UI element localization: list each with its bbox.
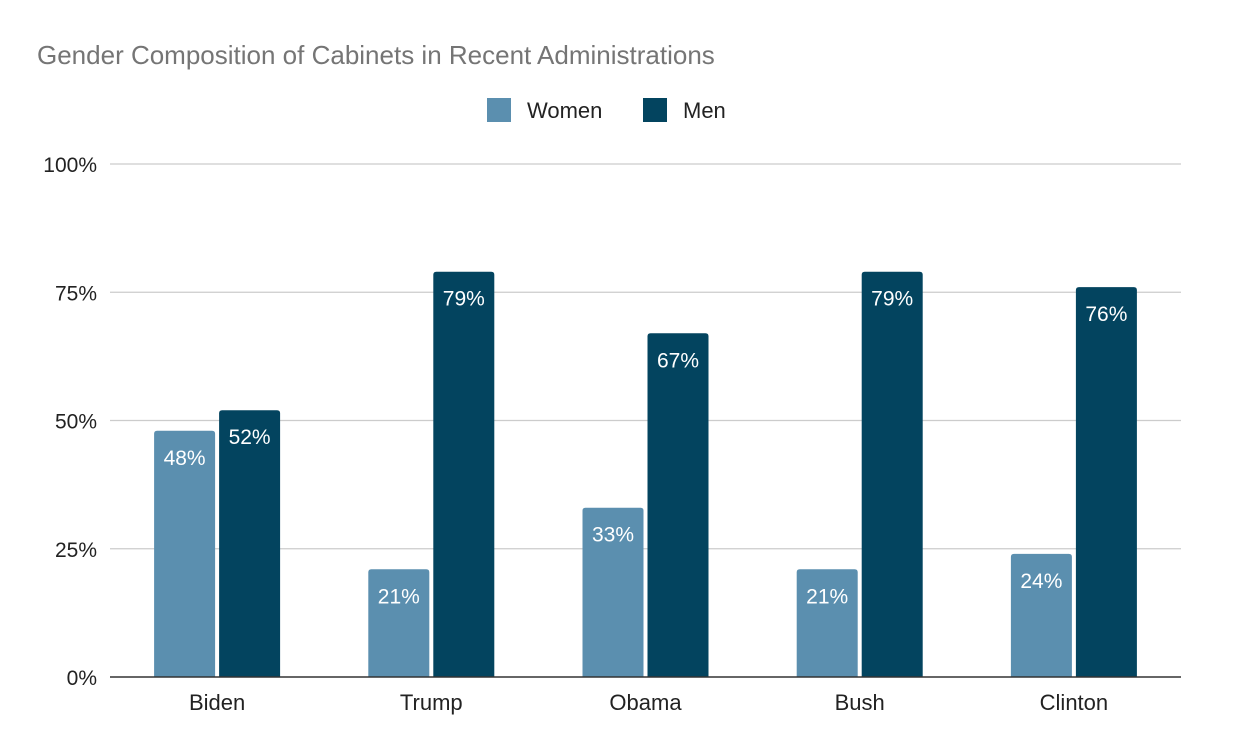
y-tick-label: 100% xyxy=(43,154,97,177)
data-label: 67% xyxy=(657,349,699,372)
bar-women-obama xyxy=(582,507,644,677)
data-label: 48% xyxy=(164,447,206,470)
data-label: 52% xyxy=(229,426,271,449)
y-tick-label: 75% xyxy=(55,282,97,305)
legend-label-men: Men xyxy=(683,98,726,123)
x-category-label: Obama xyxy=(609,690,682,715)
y-tick-label: 25% xyxy=(55,539,97,562)
y-tick-label: 50% xyxy=(55,411,97,434)
bar-men-obama xyxy=(647,333,709,677)
bar-men-clinton xyxy=(1075,287,1137,677)
x-category-label: Trump xyxy=(400,690,463,715)
data-label: 21% xyxy=(378,585,420,608)
y-axis-ticks: 0% 25% 50% 75% 100% xyxy=(43,154,97,690)
y-tick-label: 0% xyxy=(67,667,97,690)
legend-label-women: Women xyxy=(527,98,602,123)
x-category-label: Bush xyxy=(835,690,885,715)
chart-title: Gender Composition of Cabinets in Recent… xyxy=(37,40,715,70)
legend-swatch-men xyxy=(643,98,667,122)
data-labels: 48% 52% 21% 79% 33% 67% 21% 79% 24% 76% xyxy=(164,288,1128,609)
legend-swatch-women xyxy=(487,98,511,122)
bar-women-bush xyxy=(796,569,858,677)
bars xyxy=(154,271,1137,677)
data-label: 33% xyxy=(592,524,634,547)
data-label: 76% xyxy=(1085,303,1127,326)
bar-men-trump xyxy=(433,271,495,677)
bar-women-clinton xyxy=(1010,553,1072,677)
data-label: 24% xyxy=(1020,570,1062,593)
bar-men-bush xyxy=(861,271,923,677)
data-label: 79% xyxy=(871,288,913,311)
bar-women-trump xyxy=(368,569,430,677)
bar-men-biden xyxy=(219,410,281,677)
x-category-label: Biden xyxy=(189,690,245,715)
data-label: 21% xyxy=(806,585,848,608)
x-category-label: Clinton xyxy=(1040,690,1108,715)
legend: Women Men xyxy=(487,98,726,123)
x-axis-categories: Biden Trump Obama Bush Clinton xyxy=(189,690,1108,715)
bar-women-biden xyxy=(154,430,216,677)
data-label: 79% xyxy=(443,288,485,311)
gridlines xyxy=(110,163,1181,550)
